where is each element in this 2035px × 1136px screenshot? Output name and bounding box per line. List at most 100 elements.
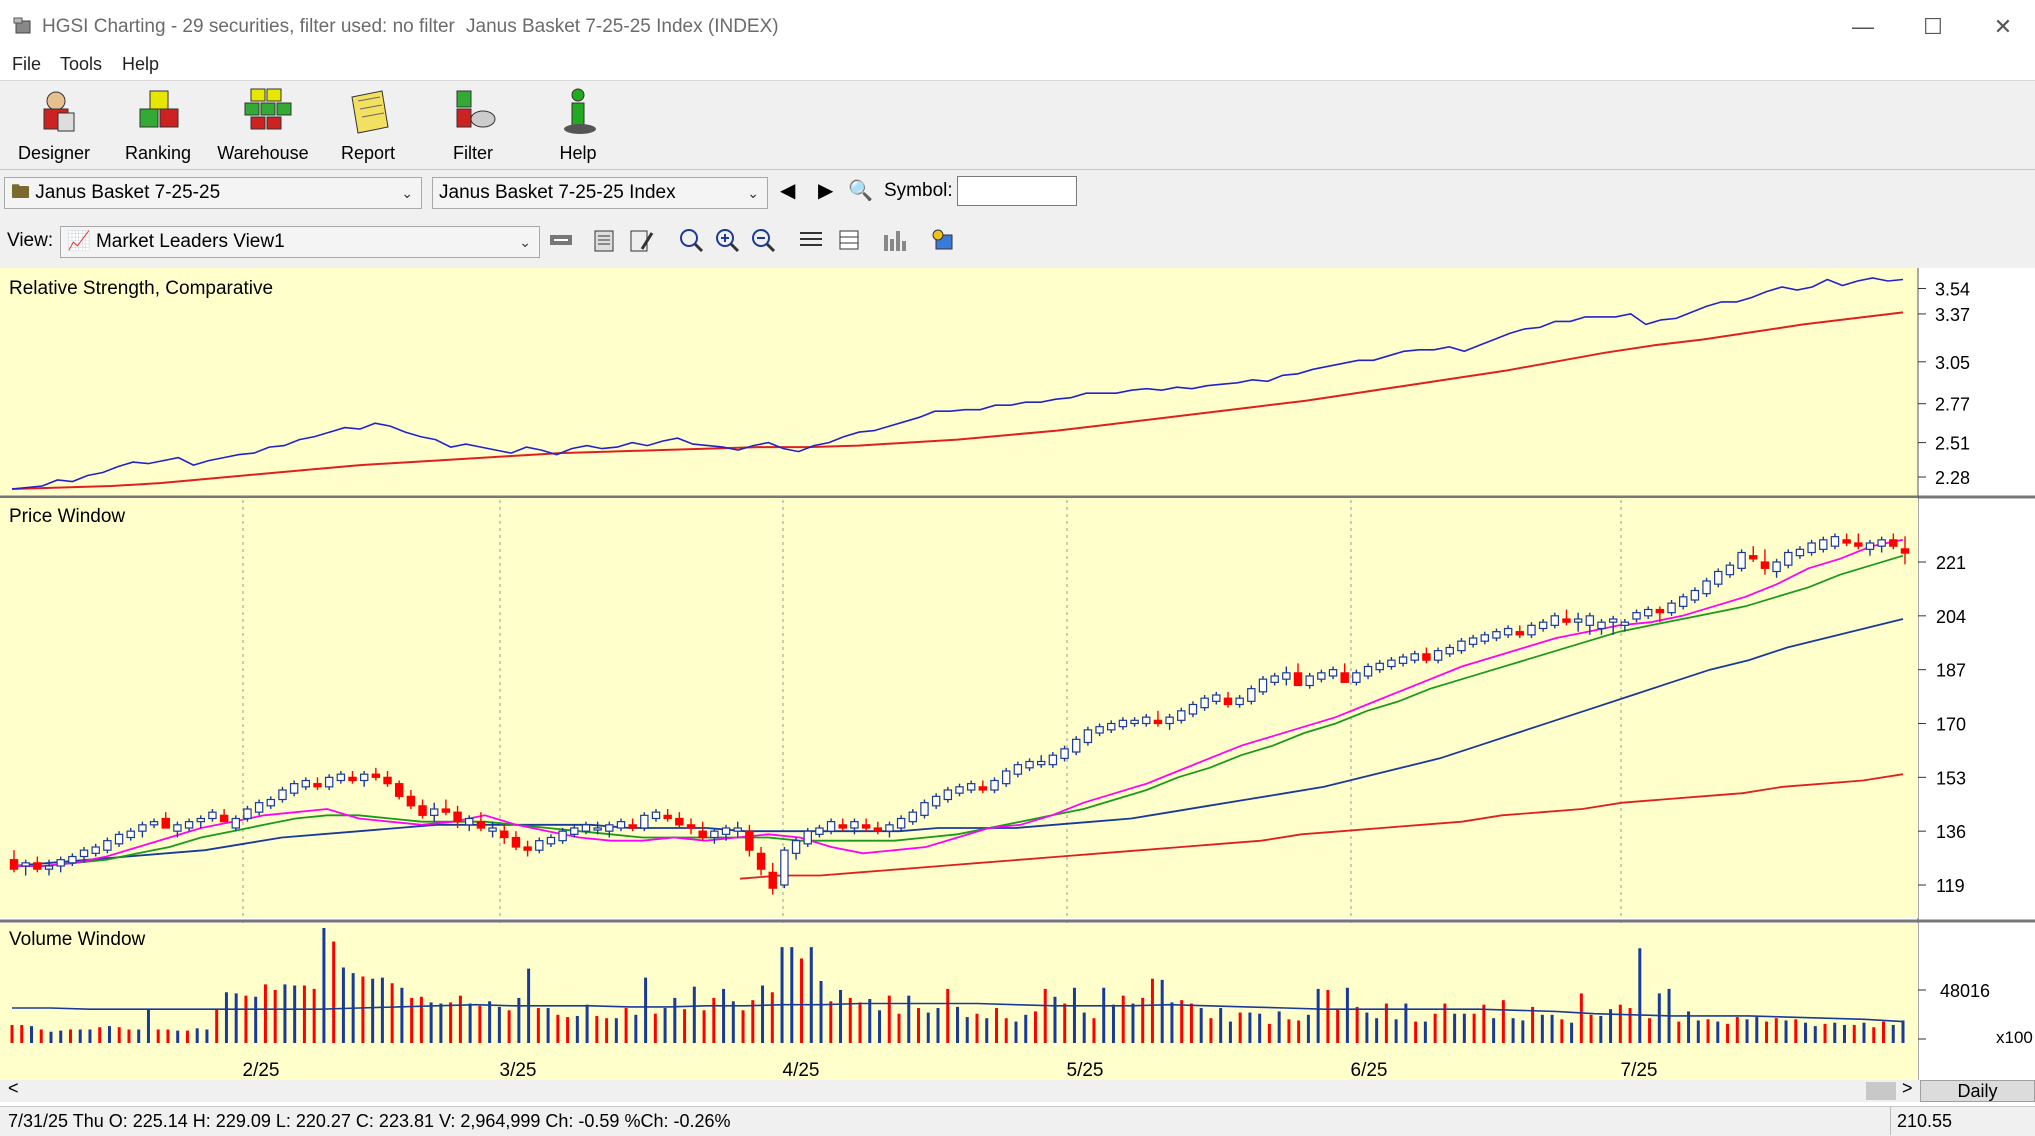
candle: [1842, 539, 1851, 544]
lines-icon[interactable]: [798, 227, 824, 253]
chart-view-icon: 📈: [67, 231, 91, 252]
properties-icon[interactable]: [592, 227, 618, 253]
price-pane-title: Price Window: [9, 506, 125, 527]
candle: [184, 821, 194, 829]
folder-icon: 🖿: [11, 182, 31, 203]
candle: [1562, 618, 1571, 623]
help-label: Help: [559, 143, 597, 163]
candle: [511, 836, 521, 848]
scroll-right-icon[interactable]: >: [1902, 1078, 1913, 1098]
candle: [313, 783, 322, 788]
candle: [640, 814, 649, 829]
candle: [1142, 716, 1151, 725]
ma-mid-line: [12, 554, 1904, 867]
candle: [1760, 561, 1770, 569]
candle: [861, 824, 871, 829]
view-edit-icon[interactable]: [548, 227, 574, 253]
candle: [1270, 675, 1279, 683]
menu-bar: File Tools Help: [0, 54, 2035, 81]
warehouse-button[interactable]: Warehouse: [213, 87, 313, 169]
candle: [1048, 754, 1058, 766]
candle: [324, 776, 334, 788]
filter-label: Filter: [453, 143, 493, 163]
zoom-icon[interactable]: [678, 227, 704, 253]
previous-security-icon[interactable]: ◀: [780, 180, 796, 202]
security-select-value: Janus Basket 7-25-25 Index: [439, 182, 676, 203]
chevron-down-icon: ⌄: [747, 185, 759, 201]
color-settings-icon[interactable]: [930, 227, 956, 253]
price-y-tick-label: 170: [1936, 715, 1966, 735]
scroll-thumb[interactable]: [1866, 1082, 1896, 1100]
rs-y-tick-label: 3.54: [1935, 279, 1970, 299]
candle: [826, 821, 836, 832]
candle: [126, 830, 135, 839]
menu-tools[interactable]: Tools: [60, 54, 103, 74]
candle: [196, 817, 205, 823]
horizontal-scrollbar[interactable]: < > Daily: [0, 1078, 2035, 1102]
candle: [1854, 542, 1863, 547]
view-select-value: Market Leaders View1: [95, 231, 285, 252]
basket-select[interactable]: 🖿 Janus Basket 7-25-25 ⌄: [4, 177, 422, 209]
price-pane: 221 204 187 170 153 136 119: [0, 498, 1966, 1080]
candle: [1667, 602, 1676, 614]
find-binoculars-icon[interactable]: 🔍: [848, 180, 873, 202]
chart-tool-icon[interactable]: [882, 227, 908, 253]
price-y-tick-label: 221: [1936, 553, 1966, 573]
candle: [1445, 646, 1454, 655]
candle: [114, 833, 124, 845]
ranking-label: Ranking: [124, 143, 192, 163]
candle: [1247, 688, 1256, 702]
rs-y-tick-label: 3.37: [1935, 305, 1970, 325]
maximize-icon[interactable]: ☐: [1923, 14, 1943, 39]
candle: [838, 824, 847, 829]
timeframe-button[interactable]: Daily: [1920, 1080, 2035, 1102]
candle: [1328, 669, 1338, 677]
candle: [1433, 650, 1443, 661]
candle: [1795, 548, 1805, 557]
candle: [21, 862, 30, 867]
candle: [1608, 618, 1618, 623]
candle: [1515, 631, 1525, 636]
candle: [406, 795, 416, 807]
candle: [1130, 719, 1139, 725]
rs-y-tick-label: 2.51: [1935, 434, 1970, 454]
candle: [91, 846, 100, 854]
filter-button[interactable]: Filter: [423, 87, 523, 169]
candle: [535, 840, 544, 851]
quote-status: 7/31/25 Thu O: 225.14 H: 229.09 L: 220.2…: [8, 1111, 731, 1131]
main-toolbar: Designer Ranking Warehouse Report Filter…: [0, 81, 2035, 170]
candle: [500, 830, 509, 839]
help-icon: [564, 88, 596, 134]
candle: [9, 859, 19, 870]
report-button[interactable]: Report: [318, 87, 418, 169]
rs-y-tick-label: 2.28: [1935, 468, 1970, 488]
security-select[interactable]: Janus Basket 7-25-25 Index ⌄: [432, 177, 768, 209]
candle: [149, 821, 159, 826]
ranking-button[interactable]: Ranking: [108, 87, 208, 169]
price-y-tick-label: 187: [1936, 661, 1966, 681]
next-security-icon[interactable]: ▶: [818, 180, 834, 202]
menu-file[interactable]: File: [12, 54, 42, 74]
help-button[interactable]: Help: [528, 87, 628, 169]
menu-help[interactable]: Help: [122, 54, 160, 74]
table-icon[interactable]: [836, 227, 862, 253]
candle: [1293, 672, 1303, 687]
edit-list-icon[interactable]: [628, 227, 654, 253]
zoom-in-icon[interactable]: [714, 227, 740, 253]
symbol-label: Symbol:: [884, 180, 953, 201]
chevron-down-icon: ⌄: [519, 234, 531, 250]
view-select[interactable]: 📈 Market Leaders View1 ⌄: [60, 226, 540, 258]
candle: [68, 855, 77, 864]
designer-button[interactable]: Designer: [4, 87, 104, 169]
candle: [1678, 596, 1688, 607]
candle: [1153, 719, 1163, 725]
candle: [1410, 653, 1419, 661]
candle: [780, 849, 789, 886]
zoom-out-icon[interactable]: [750, 227, 776, 253]
candle: [815, 827, 824, 835]
x-tick-label: 3/25: [500, 1060, 537, 1080]
minimize-icon[interactable]: —: [1852, 14, 1874, 39]
close-icon[interactable]: ✕: [1993, 14, 2013, 39]
symbol-input[interactable]: [957, 176, 1077, 206]
scroll-left-icon[interactable]: <: [8, 1078, 19, 1098]
